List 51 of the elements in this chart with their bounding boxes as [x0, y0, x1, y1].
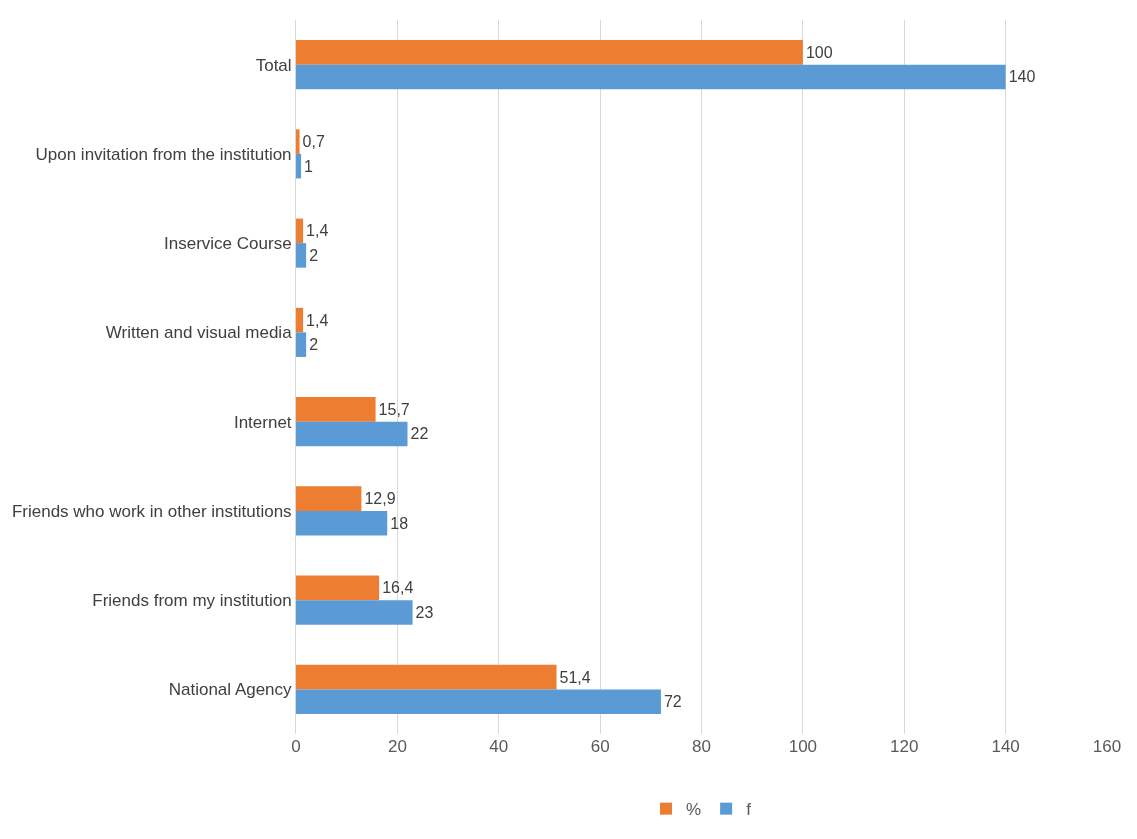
bar [296, 510, 388, 536]
x-tick-label: 160 [1092, 737, 1122, 756]
x-tick-label: 100 [788, 737, 818, 756]
bar [296, 40, 803, 65]
x-tick-label: 40 [489, 737, 509, 756]
data-label: 100 [805, 43, 833, 61]
y-tick-label: Friends from my institution [92, 591, 292, 611]
bar [296, 243, 307, 268]
x-tick-label: 80 [692, 737, 711, 756]
legend-label: f [746, 800, 752, 820]
bar [296, 64, 1006, 90]
bar [296, 664, 557, 690]
data-label: 2 [309, 246, 319, 264]
bar [296, 129, 300, 154]
x-tick-label: 140 [991, 737, 1020, 756]
x-tick-label: 60 [590, 737, 610, 756]
data-label: 51,4 [559, 668, 591, 686]
bar [296, 600, 413, 625]
data-label: 12,9 [364, 490, 396, 508]
data-label: 18 [390, 514, 409, 532]
data-label: 16,4 [382, 579, 414, 597]
x-tick-label: 0 [291, 737, 301, 756]
data-label: 15,7 [378, 400, 410, 418]
y-tick-label: Total [255, 55, 292, 75]
data-label: 1,4 [306, 222, 329, 240]
bar [296, 218, 304, 244]
bar [296, 575, 380, 601]
x-tick-label: 120 [890, 737, 919, 756]
data-label: 1,4 [306, 311, 329, 329]
y-tick-label: Upon invitation from the institution [35, 144, 292, 164]
y-tick-label: Inservice Course [164, 234, 292, 254]
y-tick-label: Internet [233, 412, 292, 432]
data-label: 23 [415, 603, 434, 621]
y-tick-label: Written and visual media [105, 323, 293, 343]
data-label: 22 [410, 425, 429, 443]
bar [296, 486, 362, 511]
bar [296, 307, 304, 333]
data-label: 140 [1008, 68, 1036, 86]
legend-label: % [686, 800, 702, 820]
data-label: 1 [304, 157, 314, 175]
data-label: 72 [663, 693, 682, 711]
y-tick-label: Friends who work in other institutions [11, 501, 292, 521]
y-tick-label: National Agency [168, 680, 293, 700]
bar [296, 332, 307, 357]
data-label: 0,7 [302, 133, 325, 151]
bar [296, 689, 661, 714]
bar [296, 153, 302, 179]
data-label: 2 [309, 336, 319, 354]
bar [296, 397, 376, 422]
bar [296, 421, 408, 447]
x-tick-label: 20 [387, 737, 407, 756]
